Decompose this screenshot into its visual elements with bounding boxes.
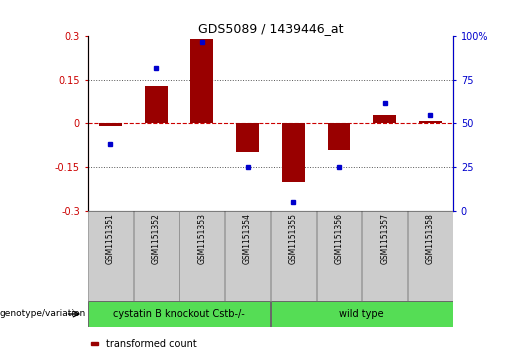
Text: genotype/variation: genotype/variation <box>0 310 86 318</box>
Text: GSM1151356: GSM1151356 <box>334 213 344 264</box>
Bar <box>179 211 224 301</box>
Bar <box>271 301 453 327</box>
Title: GDS5089 / 1439446_at: GDS5089 / 1439446_at <box>198 22 343 35</box>
Bar <box>282 123 305 182</box>
Text: GSM1151353: GSM1151353 <box>197 213 207 264</box>
Bar <box>88 211 133 301</box>
Bar <box>328 123 350 150</box>
Bar <box>91 342 98 345</box>
Bar <box>373 115 396 123</box>
Bar <box>145 86 167 123</box>
Text: wild type: wild type <box>339 309 384 319</box>
Bar <box>88 301 270 327</box>
Bar <box>362 211 407 301</box>
Bar <box>225 211 270 301</box>
Bar <box>236 123 259 152</box>
Bar <box>419 121 442 123</box>
Bar <box>317 211 362 301</box>
Bar <box>408 211 453 301</box>
Bar <box>134 211 179 301</box>
Text: GSM1151355: GSM1151355 <box>289 213 298 264</box>
Bar <box>271 211 316 301</box>
Text: transformed count: transformed count <box>106 339 197 348</box>
Text: GSM1151354: GSM1151354 <box>243 213 252 264</box>
Text: cystatin B knockout Cstb-/-: cystatin B knockout Cstb-/- <box>113 309 245 319</box>
Text: GSM1151358: GSM1151358 <box>426 213 435 264</box>
Bar <box>99 123 122 126</box>
Text: GSM1151351: GSM1151351 <box>106 213 115 264</box>
Text: GSM1151357: GSM1151357 <box>380 213 389 264</box>
Bar <box>191 39 213 123</box>
Text: GSM1151352: GSM1151352 <box>151 213 161 264</box>
